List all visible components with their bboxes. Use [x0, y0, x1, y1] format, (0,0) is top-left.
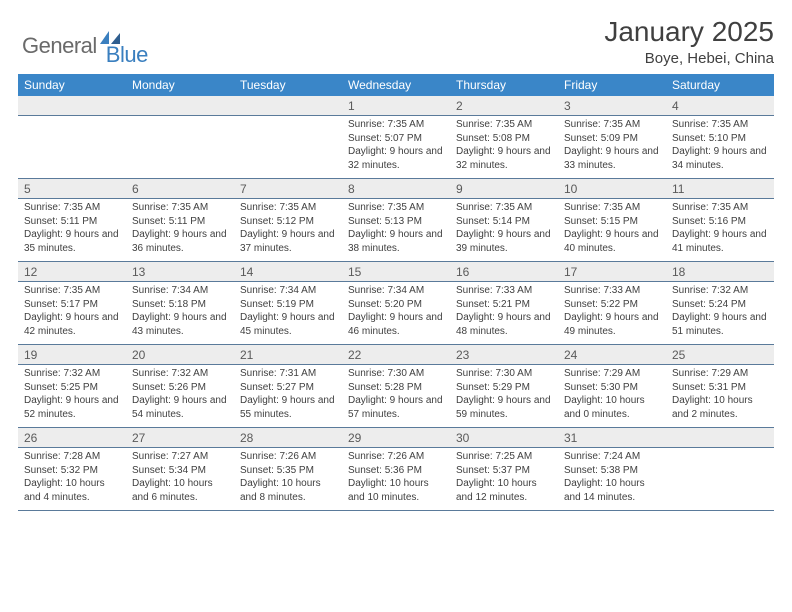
calendar-table: SundayMondayTuesdayWednesdayThursdayFrid… — [18, 74, 774, 511]
weekday-header: Tuesday — [234, 74, 342, 96]
day-number: 21 — [234, 345, 342, 364]
empty-details — [126, 116, 234, 172]
day-details: Sunrise: 7:25 AMSunset: 5:37 PMDaylight:… — [450, 448, 558, 510]
day-number: 31 — [558, 428, 666, 447]
empty-daynum — [126, 96, 234, 115]
day-details: Sunrise: 7:34 AMSunset: 5:20 PMDaylight:… — [342, 282, 450, 344]
day-number: 30 — [450, 428, 558, 447]
day-details: Sunrise: 7:26 AMSunset: 5:36 PMDaylight:… — [342, 448, 450, 510]
day-details: Sunrise: 7:35 AMSunset: 5:08 PMDaylight:… — [450, 116, 558, 178]
day-number: 22 — [342, 345, 450, 364]
day-details: Sunrise: 7:35 AMSunset: 5:14 PMDaylight:… — [450, 199, 558, 261]
details-row: Sunrise: 7:35 AMSunset: 5:17 PMDaylight:… — [18, 282, 774, 345]
day-details: Sunrise: 7:35 AMSunset: 5:07 PMDaylight:… — [342, 116, 450, 178]
day-number: 5 — [18, 179, 126, 198]
day-number: 3 — [558, 96, 666, 115]
day-details: Sunrise: 7:31 AMSunset: 5:27 PMDaylight:… — [234, 365, 342, 427]
day-number: 24 — [558, 345, 666, 364]
day-details: Sunrise: 7:30 AMSunset: 5:29 PMDaylight:… — [450, 365, 558, 427]
day-details: Sunrise: 7:35 AMSunset: 5:15 PMDaylight:… — [558, 199, 666, 261]
day-details: Sunrise: 7:35 AMSunset: 5:17 PMDaylight:… — [18, 282, 126, 344]
day-number: 17 — [558, 262, 666, 281]
day-number: 25 — [666, 345, 774, 364]
day-number: 1 — [342, 96, 450, 115]
empty-daynum — [234, 96, 342, 115]
day-number: 7 — [234, 179, 342, 198]
logo: General Blue — [18, 16, 148, 68]
details-row: Sunrise: 7:35 AMSunset: 5:07 PMDaylight:… — [18, 116, 774, 179]
daynum-row: 567891011 — [18, 179, 774, 199]
day-details: Sunrise: 7:29 AMSunset: 5:31 PMDaylight:… — [666, 365, 774, 427]
title-block: January 2025 Boye, Hebei, China — [604, 16, 774, 67]
day-details: Sunrise: 7:33 AMSunset: 5:21 PMDaylight:… — [450, 282, 558, 344]
weekday-header: Wednesday — [342, 74, 450, 96]
day-details: Sunrise: 7:24 AMSunset: 5:38 PMDaylight:… — [558, 448, 666, 510]
weekday-header: Thursday — [450, 74, 558, 96]
daynum-row: 262728293031 — [18, 428, 774, 448]
day-number: 10 — [558, 179, 666, 198]
day-number: 26 — [18, 428, 126, 447]
day-number: 12 — [18, 262, 126, 281]
day-details: Sunrise: 7:28 AMSunset: 5:32 PMDaylight:… — [18, 448, 126, 510]
header: General Blue January 2025 Boye, Hebei, C… — [18, 16, 774, 68]
day-number: 29 — [342, 428, 450, 447]
day-number: 11 — [666, 179, 774, 198]
weekday-header: Saturday — [666, 74, 774, 96]
day-details: Sunrise: 7:30 AMSunset: 5:28 PMDaylight:… — [342, 365, 450, 427]
empty-daynum — [18, 96, 126, 115]
day-number: 8 — [342, 179, 450, 198]
day-details: Sunrise: 7:35 AMSunset: 5:10 PMDaylight:… — [666, 116, 774, 178]
day-details: Sunrise: 7:35 AMSunset: 5:09 PMDaylight:… — [558, 116, 666, 178]
day-details: Sunrise: 7:34 AMSunset: 5:19 PMDaylight:… — [234, 282, 342, 344]
day-details: Sunrise: 7:32 AMSunset: 5:25 PMDaylight:… — [18, 365, 126, 427]
day-details: Sunrise: 7:35 AMSunset: 5:11 PMDaylight:… — [126, 199, 234, 261]
day-number: 27 — [126, 428, 234, 447]
details-row: Sunrise: 7:35 AMSunset: 5:11 PMDaylight:… — [18, 199, 774, 262]
weekday-header: Sunday — [18, 74, 126, 96]
weekday-header: Monday — [126, 74, 234, 96]
weekday-header: Friday — [558, 74, 666, 96]
location-text: Boye, Hebei, China — [604, 50, 774, 67]
day-number: 20 — [126, 345, 234, 364]
empty-details — [18, 116, 126, 172]
day-number: 6 — [126, 179, 234, 198]
day-details: Sunrise: 7:34 AMSunset: 5:18 PMDaylight:… — [126, 282, 234, 344]
daynum-row: 12131415161718 — [18, 262, 774, 282]
logo-text-general: General — [22, 33, 97, 59]
day-number: 23 — [450, 345, 558, 364]
day-number: 2 — [450, 96, 558, 115]
day-details: Sunrise: 7:26 AMSunset: 5:35 PMDaylight:… — [234, 448, 342, 510]
day-details: Sunrise: 7:27 AMSunset: 5:34 PMDaylight:… — [126, 448, 234, 510]
day-details: Sunrise: 7:35 AMSunset: 5:12 PMDaylight:… — [234, 199, 342, 261]
weekday-header-row: SundayMondayTuesdayWednesdayThursdayFrid… — [18, 74, 774, 96]
daynum-row: 1234 — [18, 96, 774, 116]
day-details: Sunrise: 7:35 AMSunset: 5:11 PMDaylight:… — [18, 199, 126, 261]
day-number: 18 — [666, 262, 774, 281]
details-row: Sunrise: 7:28 AMSunset: 5:32 PMDaylight:… — [18, 448, 774, 511]
day-details: Sunrise: 7:33 AMSunset: 5:22 PMDaylight:… — [558, 282, 666, 344]
calendar-page: General Blue January 2025 Boye, Hebei, C… — [0, 0, 792, 527]
day-details: Sunrise: 7:32 AMSunset: 5:24 PMDaylight:… — [666, 282, 774, 344]
empty-details — [666, 448, 774, 504]
day-number: 13 — [126, 262, 234, 281]
day-number: 4 — [666, 96, 774, 115]
empty-daynum — [666, 428, 774, 447]
day-details: Sunrise: 7:35 AMSunset: 5:13 PMDaylight:… — [342, 199, 450, 261]
day-details: Sunrise: 7:35 AMSunset: 5:16 PMDaylight:… — [666, 199, 774, 261]
month-title: January 2025 — [604, 16, 774, 48]
day-number: 14 — [234, 262, 342, 281]
day-number: 9 — [450, 179, 558, 198]
day-number: 28 — [234, 428, 342, 447]
details-row: Sunrise: 7:32 AMSunset: 5:25 PMDaylight:… — [18, 365, 774, 428]
day-number: 15 — [342, 262, 450, 281]
day-details: Sunrise: 7:32 AMSunset: 5:26 PMDaylight:… — [126, 365, 234, 427]
day-number: 19 — [18, 345, 126, 364]
day-number: 16 — [450, 262, 558, 281]
daynum-row: 19202122232425 — [18, 345, 774, 365]
logo-text-blue: Blue — [106, 42, 148, 68]
empty-details — [234, 116, 342, 172]
day-details: Sunrise: 7:29 AMSunset: 5:30 PMDaylight:… — [558, 365, 666, 427]
